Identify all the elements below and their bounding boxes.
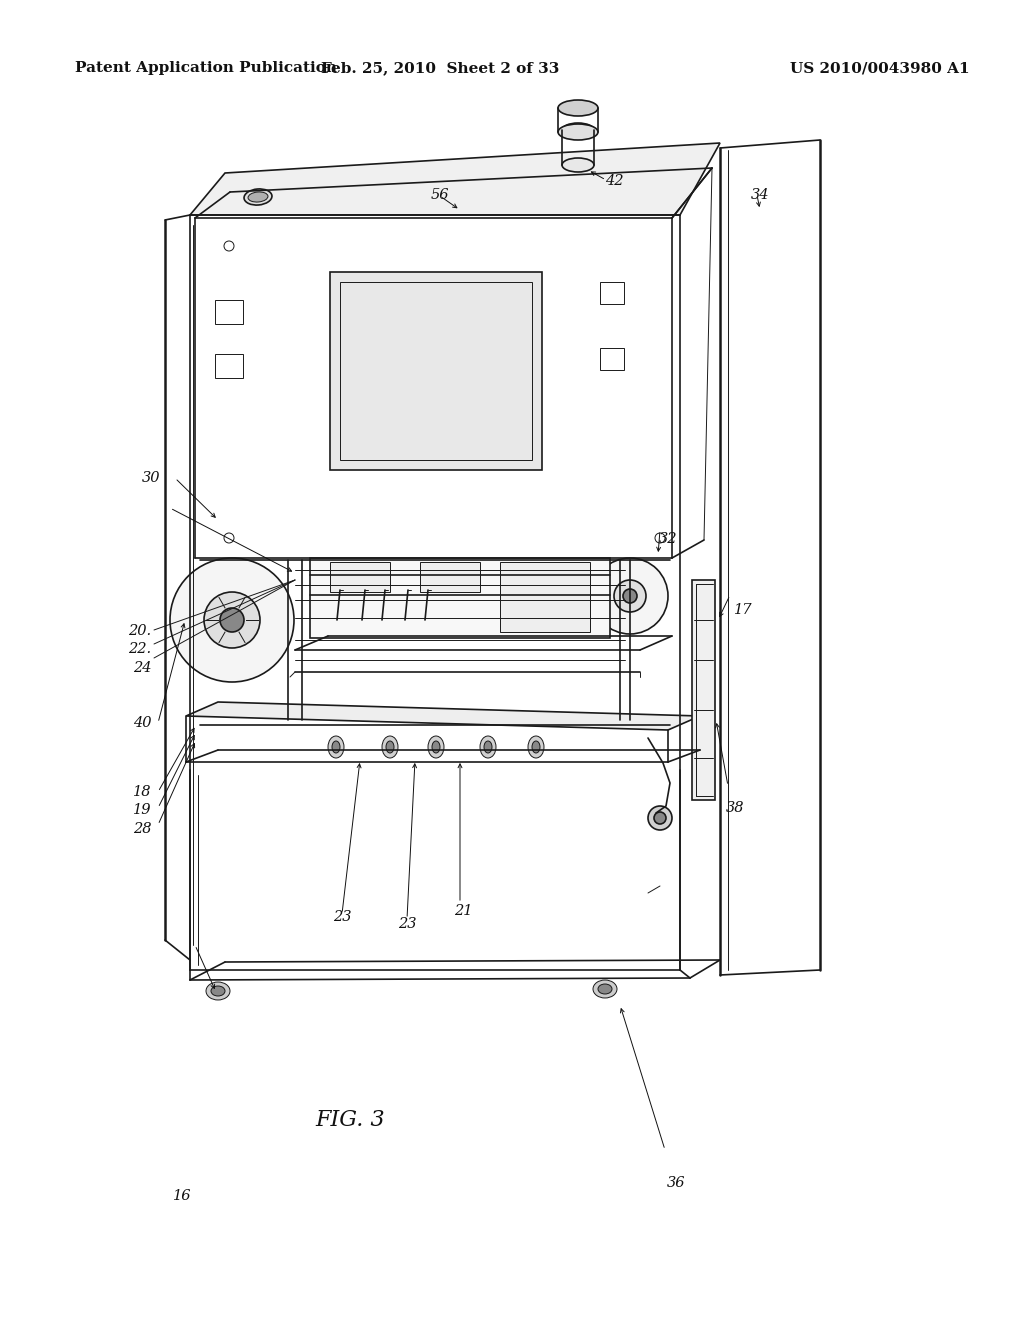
Bar	[692, 579, 715, 800]
Text: Patent Application Publication: Patent Application Publication	[75, 61, 337, 75]
Ellipse shape	[562, 123, 594, 137]
Circle shape	[592, 558, 668, 634]
Circle shape	[654, 812, 666, 824]
Bar	[215, 300, 243, 323]
Ellipse shape	[386, 741, 394, 752]
Text: 22.: 22.	[128, 643, 152, 656]
Circle shape	[614, 579, 646, 612]
Ellipse shape	[558, 124, 598, 140]
Text: 42: 42	[605, 174, 624, 187]
Ellipse shape	[248, 191, 268, 202]
Ellipse shape	[432, 741, 440, 752]
Ellipse shape	[562, 158, 594, 172]
Text: 17: 17	[734, 603, 753, 616]
Text: 28: 28	[133, 822, 152, 836]
Text: 30: 30	[142, 471, 161, 484]
Bar	[215, 354, 243, 378]
Ellipse shape	[382, 737, 398, 758]
Circle shape	[623, 589, 637, 603]
Text: 36: 36	[667, 1176, 685, 1189]
Text: 18: 18	[133, 785, 152, 799]
Text: Feb. 25, 2010  Sheet 2 of 33: Feb. 25, 2010 Sheet 2 of 33	[321, 61, 559, 75]
Text: 16: 16	[173, 1189, 191, 1203]
Text: 23: 23	[333, 911, 351, 924]
Ellipse shape	[598, 983, 612, 994]
Text: 38: 38	[726, 801, 744, 814]
Text: FIG. 3: FIG. 3	[315, 1109, 385, 1131]
Text: 56: 56	[431, 189, 450, 202]
Bar	[600, 282, 624, 304]
Ellipse shape	[528, 737, 544, 758]
Ellipse shape	[428, 737, 444, 758]
Bar	[340, 282, 532, 459]
Text: 34: 34	[751, 189, 769, 202]
Polygon shape	[186, 702, 700, 730]
Text: 24: 24	[133, 661, 152, 675]
Ellipse shape	[480, 737, 496, 758]
Text: US 2010/0043980 A1: US 2010/0043980 A1	[791, 61, 970, 75]
Circle shape	[220, 609, 244, 632]
Bar	[330, 272, 542, 470]
Ellipse shape	[332, 741, 340, 752]
Text: 23: 23	[398, 917, 417, 931]
Bar	[420, 562, 480, 591]
Ellipse shape	[532, 741, 540, 752]
Bar	[500, 562, 590, 632]
Bar	[600, 348, 624, 370]
Text: 20.: 20.	[128, 624, 152, 638]
Ellipse shape	[484, 741, 492, 752]
Text: 19: 19	[133, 804, 152, 817]
Ellipse shape	[206, 982, 230, 1001]
Circle shape	[204, 591, 260, 648]
Polygon shape	[190, 143, 720, 215]
Text: 21: 21	[454, 904, 472, 917]
Text: 40: 40	[133, 717, 152, 730]
Circle shape	[648, 807, 672, 830]
Ellipse shape	[328, 737, 344, 758]
Circle shape	[170, 558, 294, 682]
Bar	[330, 562, 390, 591]
Ellipse shape	[558, 100, 598, 116]
Ellipse shape	[211, 986, 225, 997]
Ellipse shape	[593, 979, 617, 998]
Ellipse shape	[244, 189, 272, 205]
Text: 32: 32	[658, 532, 677, 545]
Bar	[310, 558, 610, 638]
